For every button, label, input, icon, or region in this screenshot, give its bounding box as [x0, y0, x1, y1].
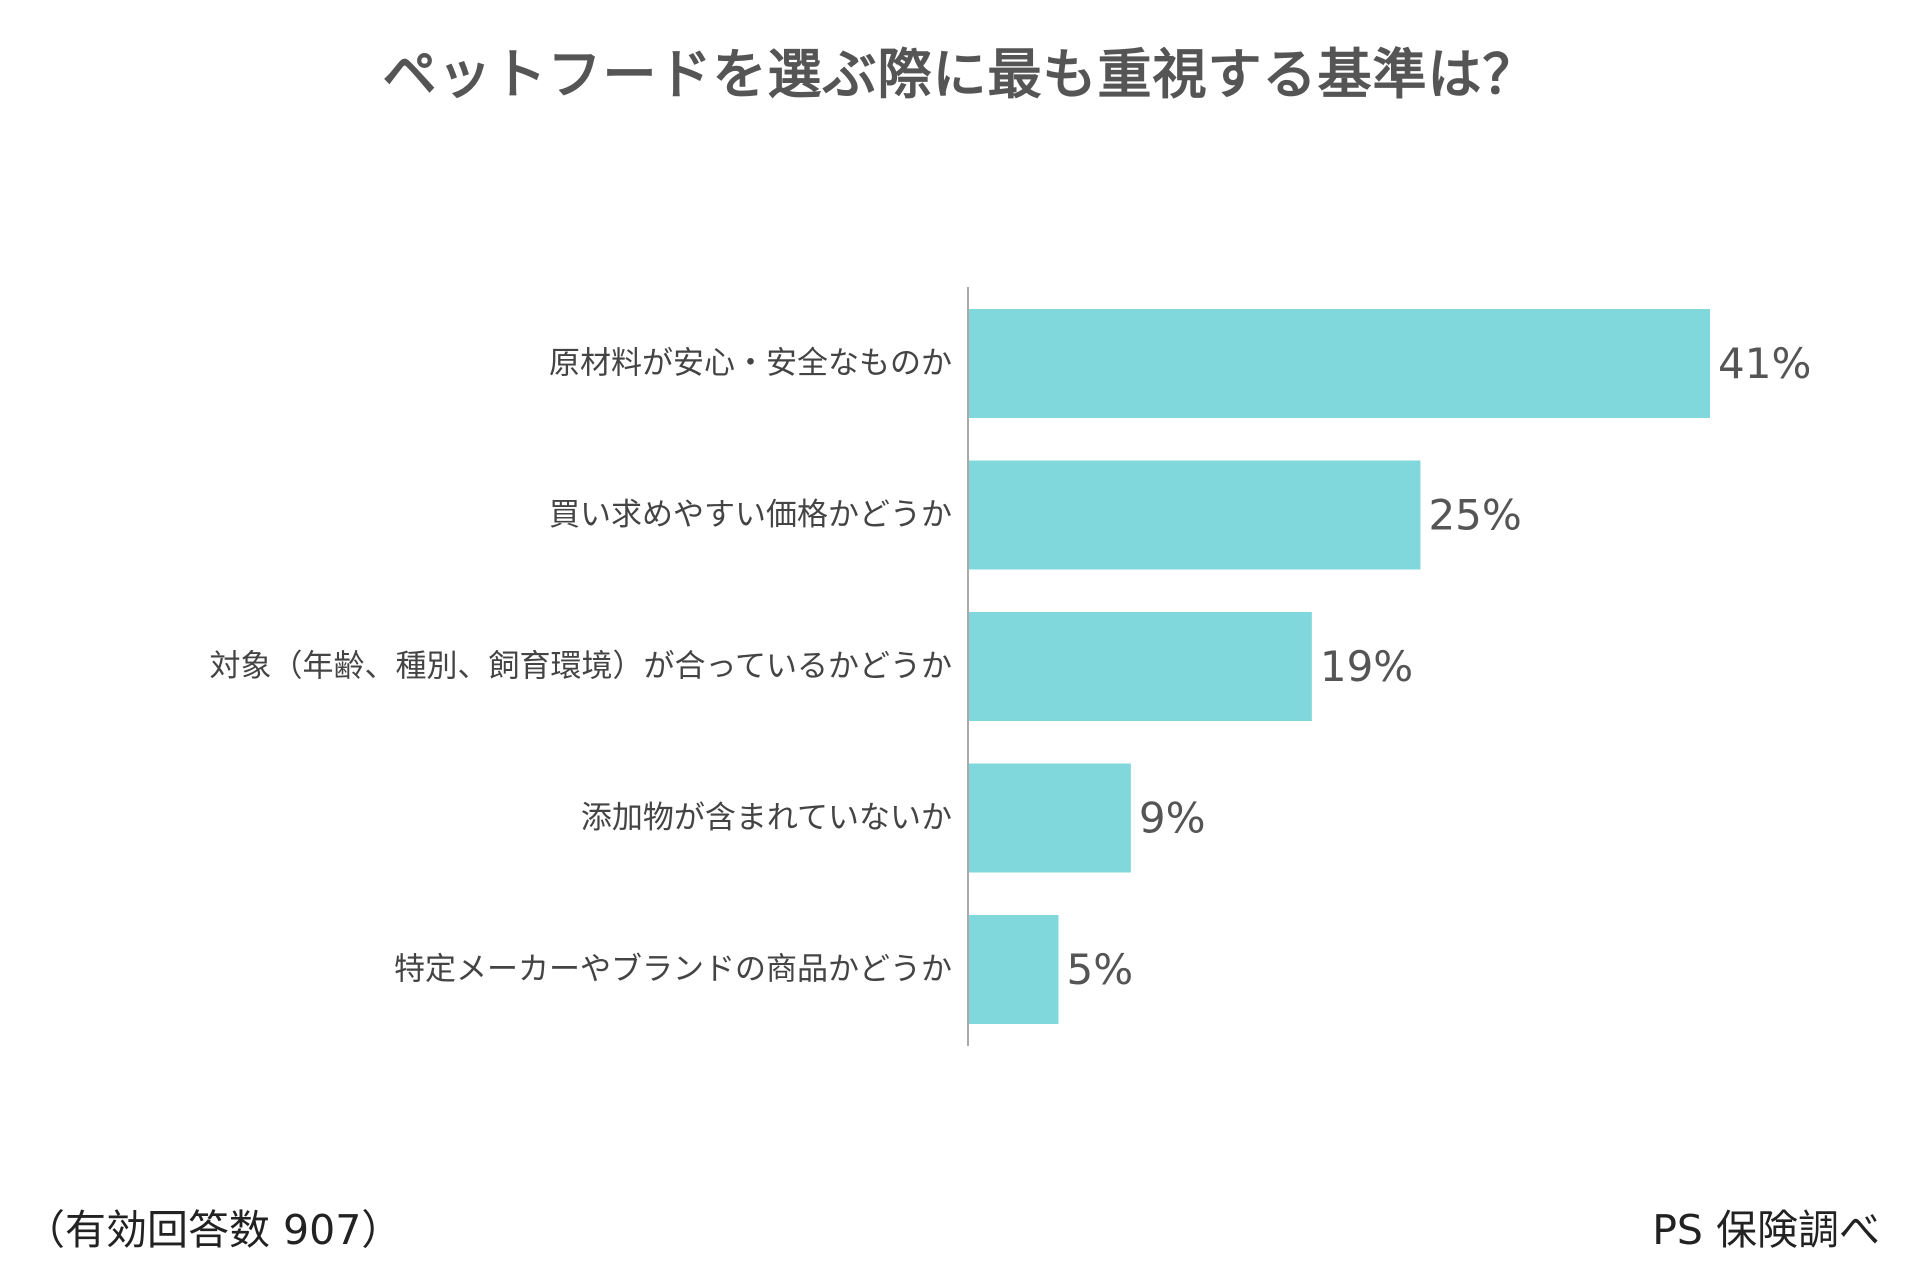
bar-1: [968, 460, 1421, 570]
value-label-0: 41%: [1718, 339, 1811, 388]
category-label-2: 対象（年齢、種別、飼育環境）が合っているかどうか: [210, 649, 952, 685]
bar-3: [968, 763, 1131, 873]
sample-size-note: （有効回答数 907）: [24, 1206, 403, 1254]
bars-layer: [968, 309, 1710, 1024]
chart-title: ペットフードを選ぶ際に最も重視する基準は？: [382, 43, 1538, 106]
bar-4: [968, 915, 1059, 1024]
category-label-3: 添加物が含まれていないか: [581, 800, 952, 836]
source-credit: PS 保険調べ: [1652, 1206, 1880, 1254]
value-label-2: 19%: [1320, 642, 1413, 691]
category-label-0: 原材料が安心・安全なものか: [549, 346, 952, 382]
bar-0: [968, 309, 1710, 418]
bar-2: [968, 612, 1312, 721]
category-label-4: 特定メーカーやブランドの商品かどうか: [394, 952, 952, 988]
value-label-3: 9%: [1139, 794, 1206, 843]
category-label-1: 買い求めやすい価格かどうか: [549, 497, 952, 533]
value-labels: 41% 25% 19% 9% 5%: [1066, 339, 1811, 994]
value-label-1: 25%: [1428, 491, 1521, 540]
category-labels: 原材料が安心・安全なものか買い求めやすい価格かどうか対象（年齢、種別、飼育環境）…: [210, 346, 952, 988]
value-label-4: 5%: [1066, 945, 1133, 994]
